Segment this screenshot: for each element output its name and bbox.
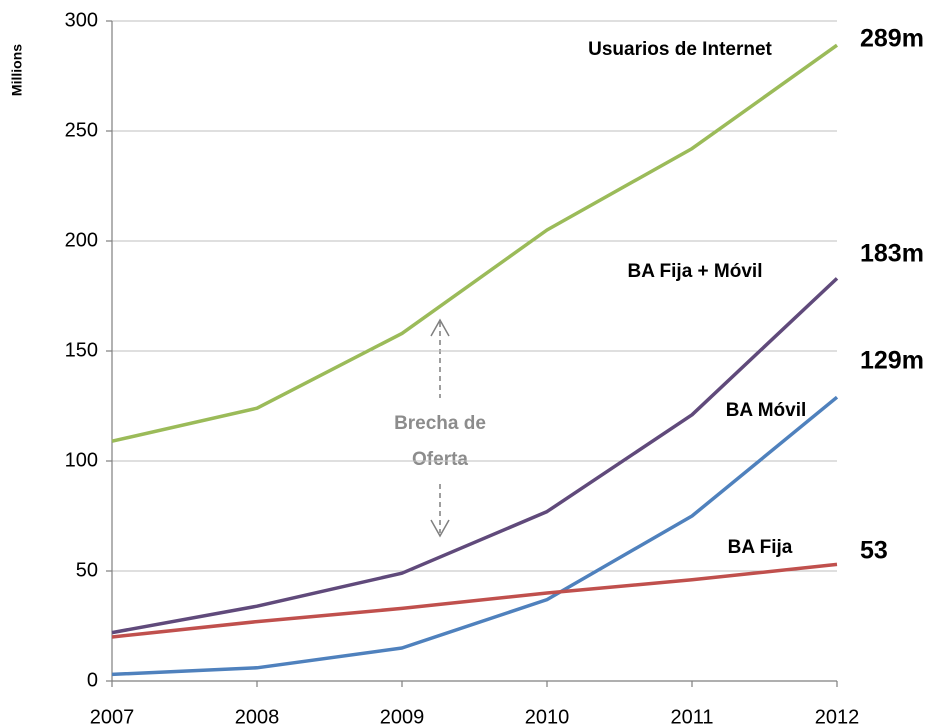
y-tick-label: 250 (65, 119, 98, 141)
series-label: BA Fija + Móvil (628, 261, 763, 282)
x-tick-label: 2011 (670, 706, 713, 728)
series-label: Usuarios de Internet (588, 39, 772, 60)
value-label: 53 (860, 537, 888, 565)
x-tick-label: 2012 (815, 706, 860, 728)
series-line (111, 562, 838, 639)
series-label: BA Móvil (726, 400, 807, 421)
y-axis-label: Millions (9, 44, 25, 96)
y-tick-label: 200 (65, 229, 98, 251)
series-line (111, 395, 839, 677)
series-line (111, 43, 839, 443)
value-label: 129m (860, 347, 924, 375)
value-label: 183m (860, 240, 924, 268)
gap-arrow (430, 318, 450, 538)
annotation: Brecha de (394, 413, 486, 434)
y-tick-label: 0 (87, 669, 98, 691)
x-tick-label: 2008 (235, 706, 280, 728)
y-tick-label: 300 (65, 9, 98, 31)
y-tick-label: 150 (65, 339, 98, 361)
series-label: BA Fija (728, 537, 793, 558)
series-line (111, 277, 839, 635)
y-tick-label: 50 (76, 559, 98, 581)
x-tick-label: 2009 (380, 706, 425, 728)
y-tick-label: 100 (65, 449, 98, 471)
x-tick-label: 2007 (90, 706, 135, 728)
value-label: 289m (860, 25, 924, 53)
x-tick-label: 2010 (525, 706, 570, 728)
annotation: Oferta (412, 449, 468, 470)
